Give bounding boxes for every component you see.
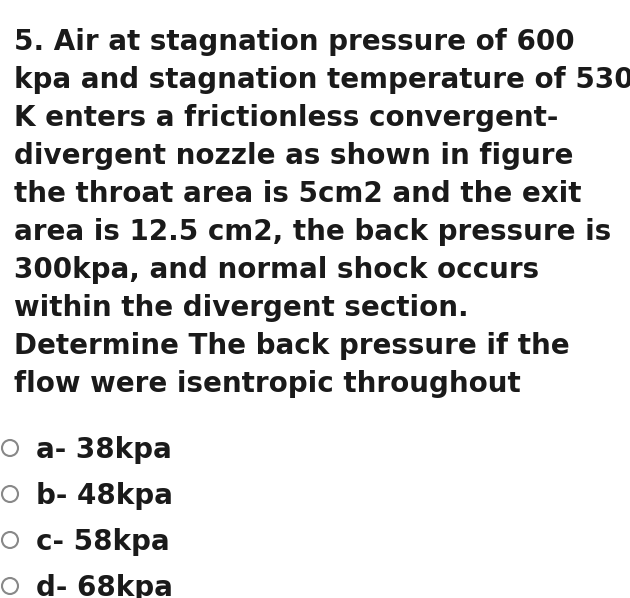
Text: flow were isentropic throughout: flow were isentropic throughout	[14, 370, 521, 398]
Text: area is 12.5 cm2, the back pressure is: area is 12.5 cm2, the back pressure is	[14, 218, 611, 246]
Text: K enters a frictionless convergent-: K enters a frictionless convergent-	[14, 104, 558, 132]
Text: d- 68kpa: d- 68kpa	[36, 574, 173, 598]
Text: a- 38kpa: a- 38kpa	[36, 436, 172, 464]
Text: 300kpa, and normal shock occurs: 300kpa, and normal shock occurs	[14, 256, 539, 284]
Text: divergent nozzle as shown in figure: divergent nozzle as shown in figure	[14, 142, 573, 170]
Text: within the divergent section.: within the divergent section.	[14, 294, 469, 322]
Text: b- 48kpa: b- 48kpa	[36, 482, 173, 510]
Text: the throat area is 5cm2 and the exit: the throat area is 5cm2 and the exit	[14, 180, 581, 208]
Text: Determine The back pressure if the: Determine The back pressure if the	[14, 332, 570, 360]
Text: kpa and stagnation temperature of 530: kpa and stagnation temperature of 530	[14, 66, 630, 94]
Text: c- 58kpa: c- 58kpa	[36, 528, 169, 556]
Text: 5. Air at stagnation pressure of 600: 5. Air at stagnation pressure of 600	[14, 28, 575, 56]
